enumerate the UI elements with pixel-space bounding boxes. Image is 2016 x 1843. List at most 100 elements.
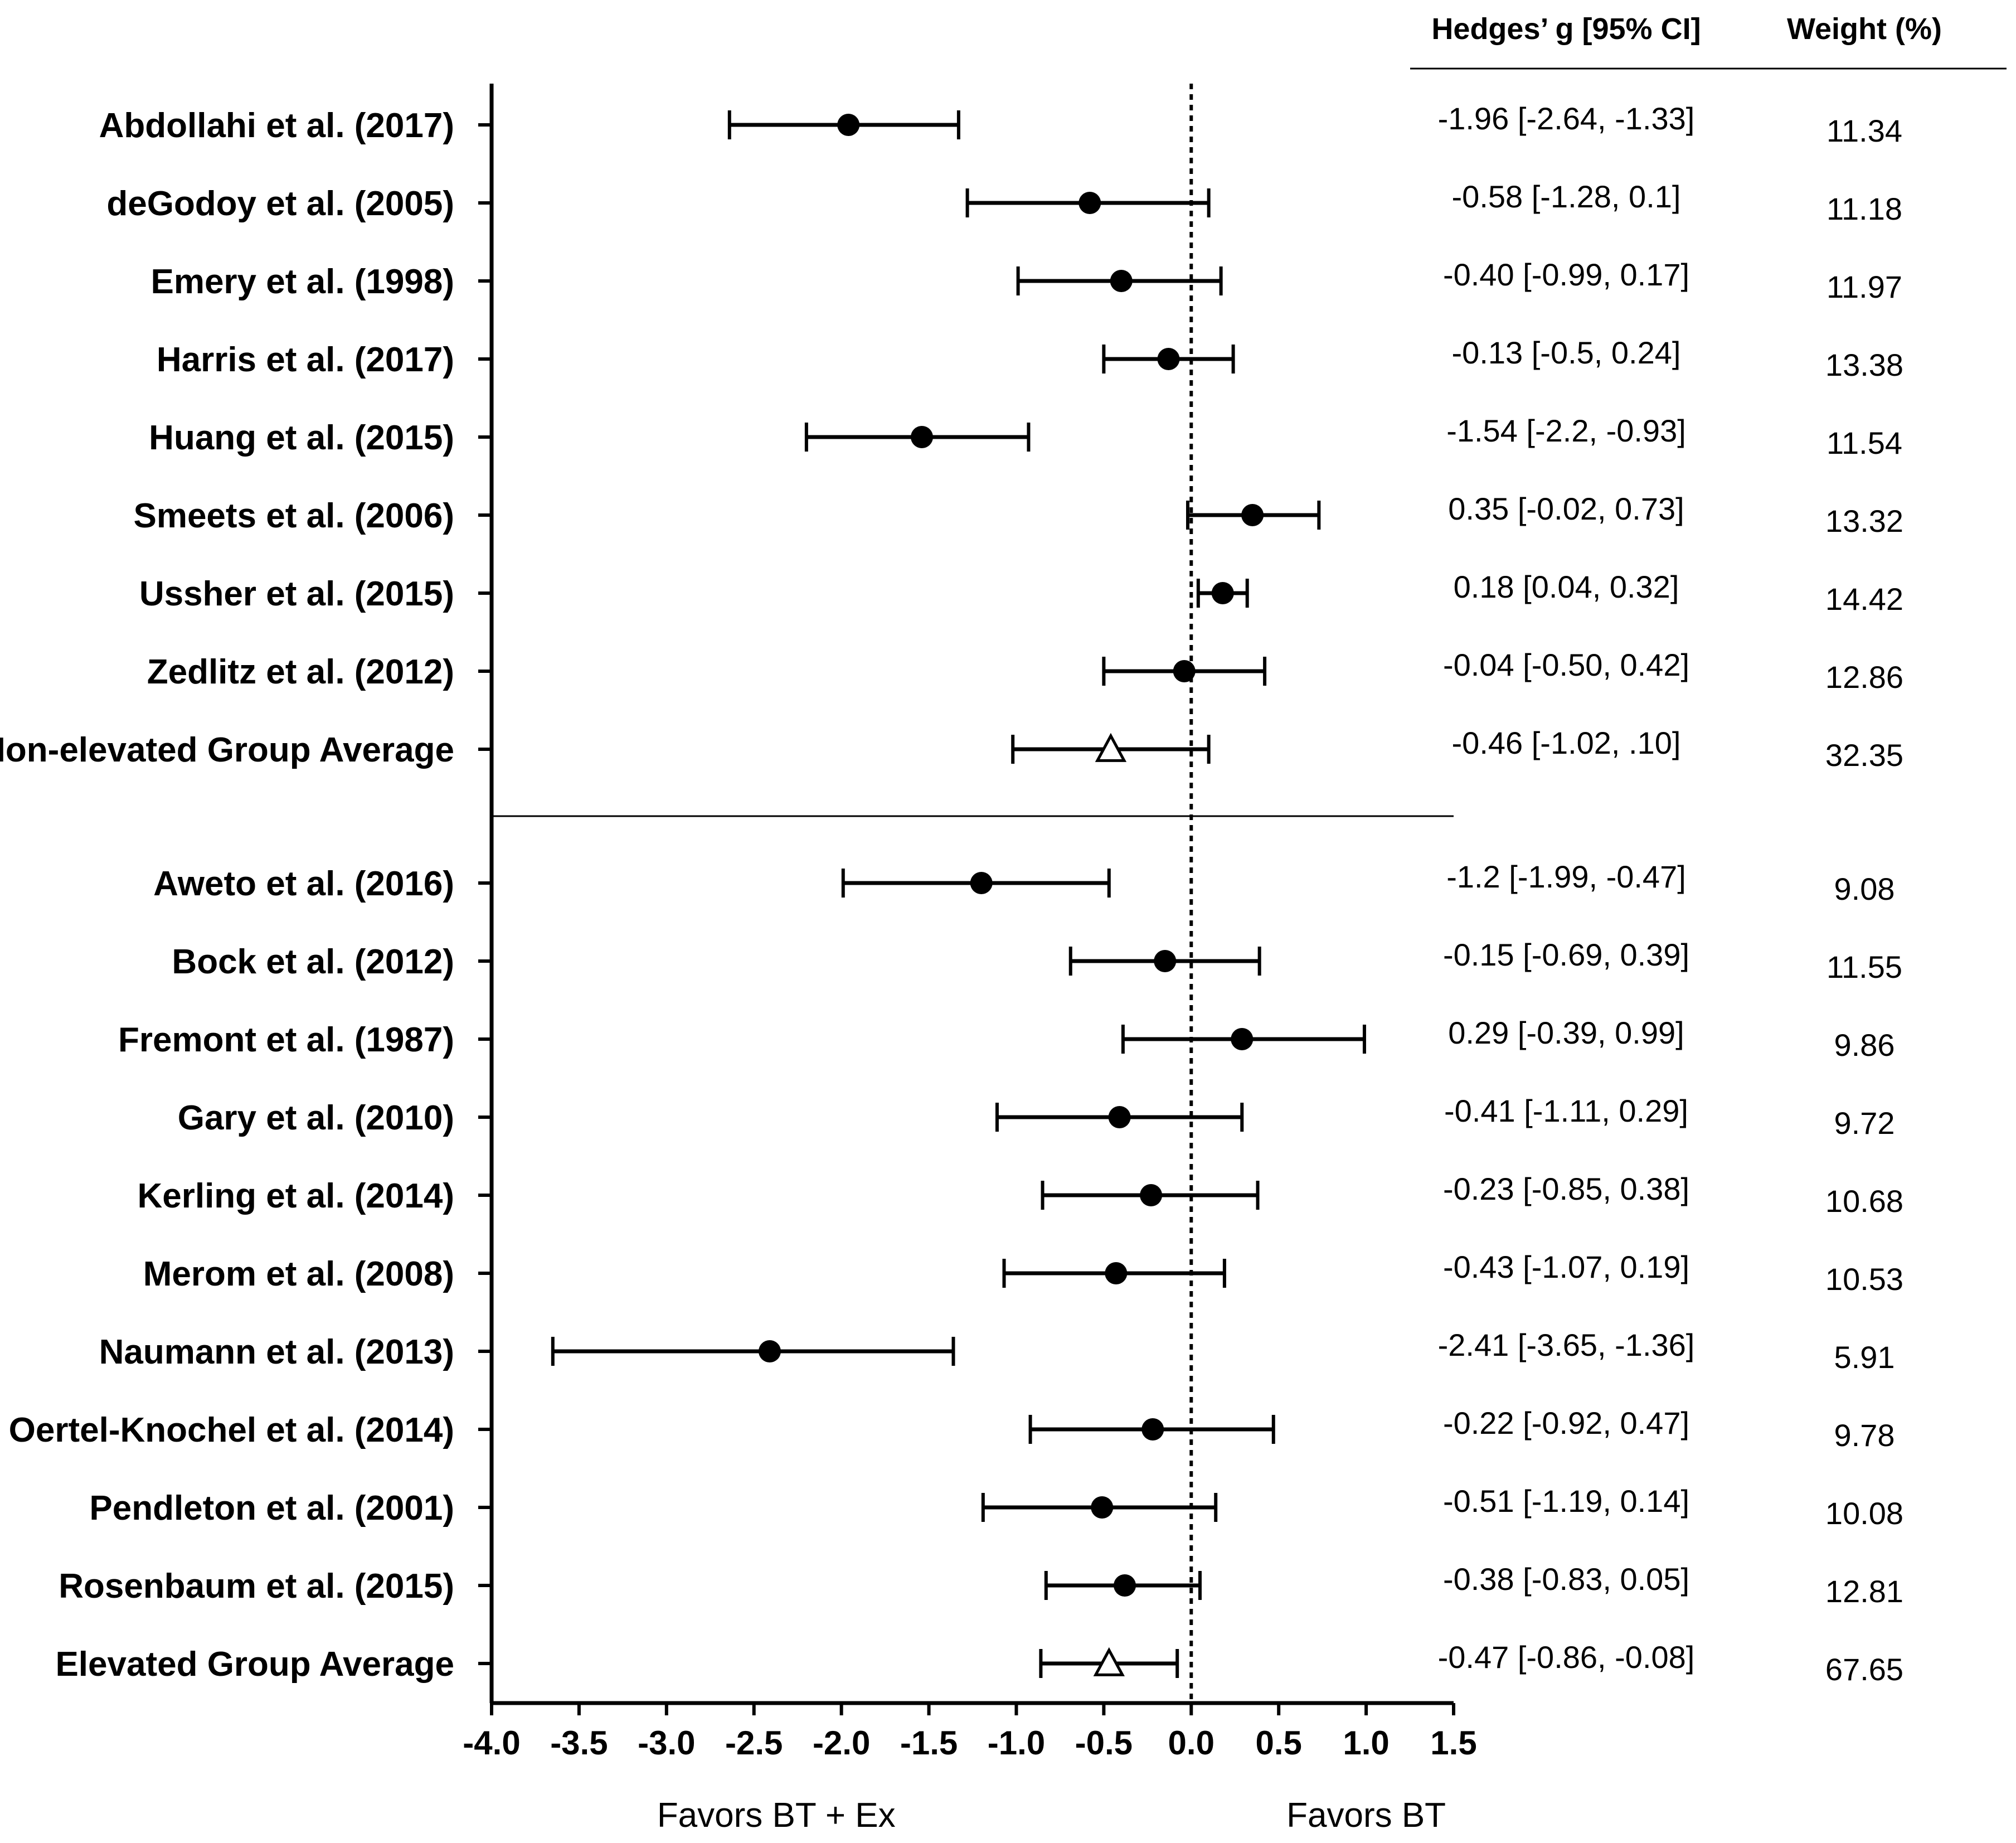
effect-point	[1211, 582, 1234, 604]
weight-text: 10.68	[1825, 1184, 1903, 1219]
x-tick-label: -1.0	[988, 1724, 1045, 1762]
average-ci-text: -0.47 [-0.86, -0.08]	[1438, 1640, 1695, 1675]
study-label: Merom et al. (2008)	[143, 1255, 454, 1293]
effect-point	[1241, 504, 1264, 526]
weight-text: 11.55	[1826, 949, 1902, 984]
x-tick-label: 0.5	[1255, 1724, 1301, 1762]
ci-text: -1.2 [-1.99, -0.47]	[1446, 859, 1686, 894]
effect-point	[1114, 1574, 1136, 1597]
weight-text: 10.53	[1825, 1262, 1903, 1297]
weight-text: 14.42	[1825, 581, 1903, 617]
study-label: Bock et al. (2012)	[172, 943, 454, 981]
weight-text: 11.97	[1826, 269, 1902, 304]
x-tick-label: -4.0	[463, 1724, 520, 1762]
study-label: Oertel-Knochel et al. (2014)	[9, 1411, 454, 1449]
ci-text: -0.41 [-1.11, 0.29]	[1444, 1093, 1688, 1128]
weight-text: 9.08	[1834, 871, 1895, 906]
effect-point	[1091, 1496, 1114, 1519]
weight-text: 11.54	[1826, 425, 1902, 460]
ci-text: -0.43 [-1.07, 0.19]	[1443, 1249, 1689, 1284]
header-weight: Weight (%)	[1787, 12, 1942, 46]
average-marker	[1093, 1647, 1125, 1676]
effect-point	[1110, 270, 1133, 292]
effect-point	[1140, 1184, 1163, 1206]
ci-text: -0.13 [-0.5, 0.24]	[1452, 335, 1681, 370]
effect-point	[1154, 950, 1177, 972]
x-tick-label: 1.0	[1343, 1724, 1389, 1762]
study-label: Zedlitz et al. (2012)	[147, 653, 454, 691]
ci-text: 0.29 [-0.39, 0.99]	[1448, 1015, 1684, 1050]
study-label: Smeets et al. (2006)	[133, 497, 454, 535]
effect-point	[1173, 660, 1196, 682]
effect-point	[1157, 348, 1180, 370]
x-tick-label: -0.5	[1075, 1724, 1133, 1762]
ci-text: 0.35 [-0.02, 0.73]	[1448, 491, 1684, 526]
x-tick-label: 0.0	[1168, 1724, 1215, 1762]
study-label: deGodoy et al. (2005)	[106, 185, 454, 223]
weight-text: 10.08	[1825, 1496, 1903, 1531]
study-label: Ussher et al. (2015)	[139, 575, 454, 613]
study-label: Fremont et al. (1987)	[118, 1021, 454, 1059]
ci-text: 0.18 [0.04, 0.32]	[1454, 569, 1679, 604]
study-label: Kerling et al. (2014)	[137, 1177, 454, 1215]
effect-point	[1079, 192, 1101, 214]
header-hedges-g: Hedges’ g [95% CI]	[1431, 12, 1701, 46]
average-ci-text: -0.46 [-1.02, .10]	[1452, 725, 1681, 760]
weight-text: 9.78	[1834, 1418, 1895, 1453]
effect-point	[758, 1340, 781, 1362]
x-tick-label: -1.5	[900, 1724, 958, 1762]
ci-text: -0.51 [-1.19, 0.14]	[1443, 1483, 1689, 1519]
axes-layer	[478, 67, 2007, 1715]
ci-text: -2.41 [-3.65, -1.36]	[1438, 1327, 1695, 1362]
average-weight-text: 32.35	[1825, 738, 1903, 773]
study-label: Aweto et al. (2016)	[153, 865, 454, 903]
ci-text: -0.04 [-0.50, 0.42]	[1443, 647, 1689, 682]
effect-point	[1231, 1028, 1254, 1050]
weight-text: 13.32	[1825, 503, 1903, 539]
effect-point	[1108, 1106, 1131, 1128]
ci-text: -0.40 [-0.99, 0.17]	[1443, 257, 1689, 292]
marks-layer	[551, 110, 1366, 1678]
study-label: Pendleton et al. (2001)	[89, 1489, 454, 1527]
x-tick-label: -3.0	[638, 1724, 695, 1762]
ci-text: -0.15 [-0.69, 0.39]	[1443, 937, 1689, 972]
study-label: Naumann et al. (2013)	[99, 1333, 454, 1371]
x-tick-label: -3.5	[550, 1724, 608, 1762]
ci-text: -0.38 [-0.83, 0.05]	[1443, 1561, 1689, 1597]
x-tick-label: -2.0	[813, 1724, 870, 1762]
effect-point	[1105, 1262, 1128, 1284]
effect-point	[837, 114, 860, 136]
effect-point	[1141, 1418, 1164, 1441]
group-average-label: Non-elevated Group Average	[0, 731, 454, 769]
effect-point	[970, 872, 993, 894]
text-layer: -4.0 -3.5 -3.0 -2.5 -2.0 -1.5 -1.0 -0.5 0.0 0.5 1.…	[0, 12, 1942, 1835]
weight-text: 12.81	[1825, 1574, 1903, 1609]
ci-text: -1.96 [-2.64, -1.33]	[1438, 101, 1695, 136]
weight-text: 9.72	[1834, 1105, 1895, 1141]
ci-text: -0.22 [-0.92, 0.47]	[1443, 1405, 1689, 1441]
weight-text: 13.38	[1825, 347, 1903, 382]
favors-right-label: Favors BT	[1286, 1796, 1446, 1835]
ci-text: -0.23 [-0.85, 0.38]	[1443, 1171, 1689, 1206]
weight-text: 11.34	[1826, 113, 1902, 148]
study-label: Huang et al. (2015)	[149, 419, 454, 457]
average-weight-text: 67.65	[1825, 1652, 1903, 1687]
study-label: Emery et al. (1998)	[150, 263, 454, 301]
study-label: Rosenbaum et al. (2015)	[59, 1567, 454, 1606]
study-label: Harris et al. (2017)	[157, 341, 454, 379]
weight-text: 12.86	[1825, 659, 1903, 695]
weight-text: 11.18	[1826, 191, 1902, 226]
study-label: Gary et al. (2010)	[178, 1099, 454, 1137]
x-tick-label: 1.5	[1430, 1724, 1476, 1762]
effect-point	[910, 426, 933, 448]
ci-text: -1.54 [-2.2, -0.93]	[1446, 413, 1686, 448]
ci-text: -0.58 [-1.28, 0.1]	[1452, 179, 1681, 214]
weight-text: 5.91	[1834, 1340, 1895, 1375]
average-marker	[1095, 733, 1127, 762]
study-label: Abdollahi et al. (2017)	[99, 106, 454, 145]
x-tick-label: -2.5	[725, 1724, 783, 1762]
favors-left-label: Favors BT + Ex	[657, 1796, 896, 1835]
weight-text: 9.86	[1834, 1027, 1895, 1063]
group-average-label: Elevated Group Average	[55, 1645, 454, 1684]
